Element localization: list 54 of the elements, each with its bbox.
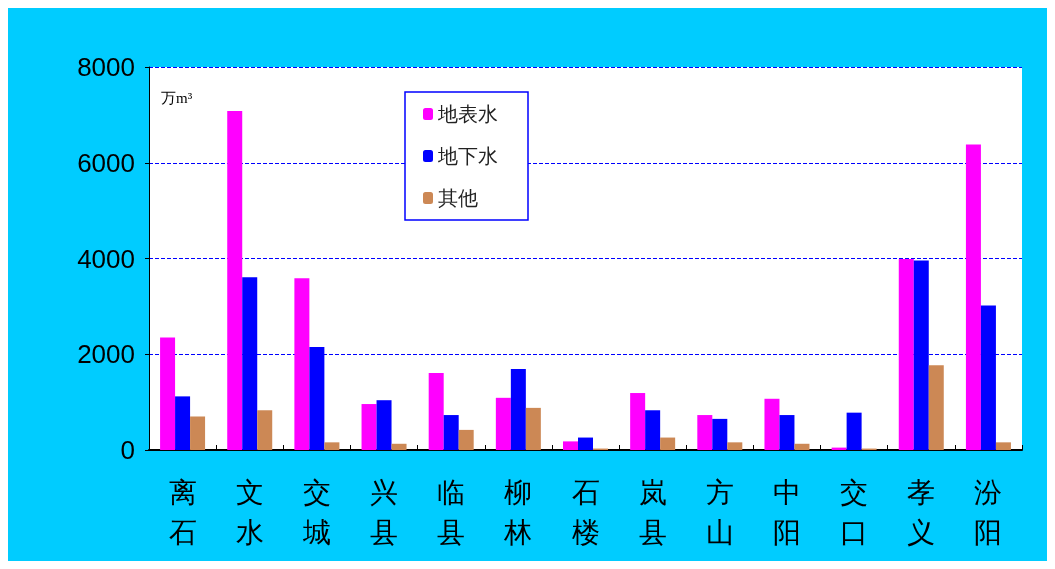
legend-label: 地下水 [437,144,498,168]
bar [495,397,511,450]
x-tick-label: 离石 [168,475,197,549]
x-tick-label: 岚县 [638,475,667,549]
legend-label: 地表水 [437,102,498,126]
bar [443,415,459,450]
bar [563,441,578,450]
y-tick-label: 0 [120,435,135,465]
bar [376,400,392,450]
bar [995,442,1011,450]
bar [965,144,981,450]
bar [227,111,243,450]
y-tick-label: 4000 [77,243,135,274]
bar [764,398,780,450]
x-tick-label: 孝义 [907,475,936,549]
y-tick-label: 8000 [77,52,135,82]
bar [324,442,340,450]
bar [294,278,310,450]
x-tick-label: 临县 [437,475,466,549]
y-axis-title: 万m³ [161,89,193,106]
bar [779,415,795,450]
bar [361,404,377,450]
bar [660,437,676,450]
y-tick-label: 2000 [77,339,135,370]
bar [645,410,661,450]
bar [712,418,728,450]
bar [630,393,646,450]
x-tick-label: 汾阳 [974,475,1003,549]
bar [794,443,810,450]
x-tick-label: 中阳 [772,475,801,549]
bar [391,443,407,450]
bar [510,369,526,450]
x-tick-label: 石楼 [571,475,600,549]
bar [160,337,176,450]
x-tick-label: 文水 [235,475,264,549]
legend-label: 其他 [438,186,478,210]
bar [175,396,191,450]
x-tick-label: 交城 [301,475,331,549]
bar [727,442,743,450]
x-tick-label: 柳林 [503,475,533,549]
bar [898,258,914,450]
bar [697,415,713,450]
bar [428,372,444,450]
x-tick-label: 兴县 [370,475,399,549]
bar [190,416,206,450]
bar [458,429,474,450]
bar [578,437,593,450]
bar [525,407,541,450]
x-tick-label: 方山 [705,475,734,549]
y-tick-label: 6000 [77,147,135,178]
bar [846,412,862,450]
x-tick-label: 交口 [840,475,869,549]
bar [928,365,944,450]
bar [257,410,273,450]
